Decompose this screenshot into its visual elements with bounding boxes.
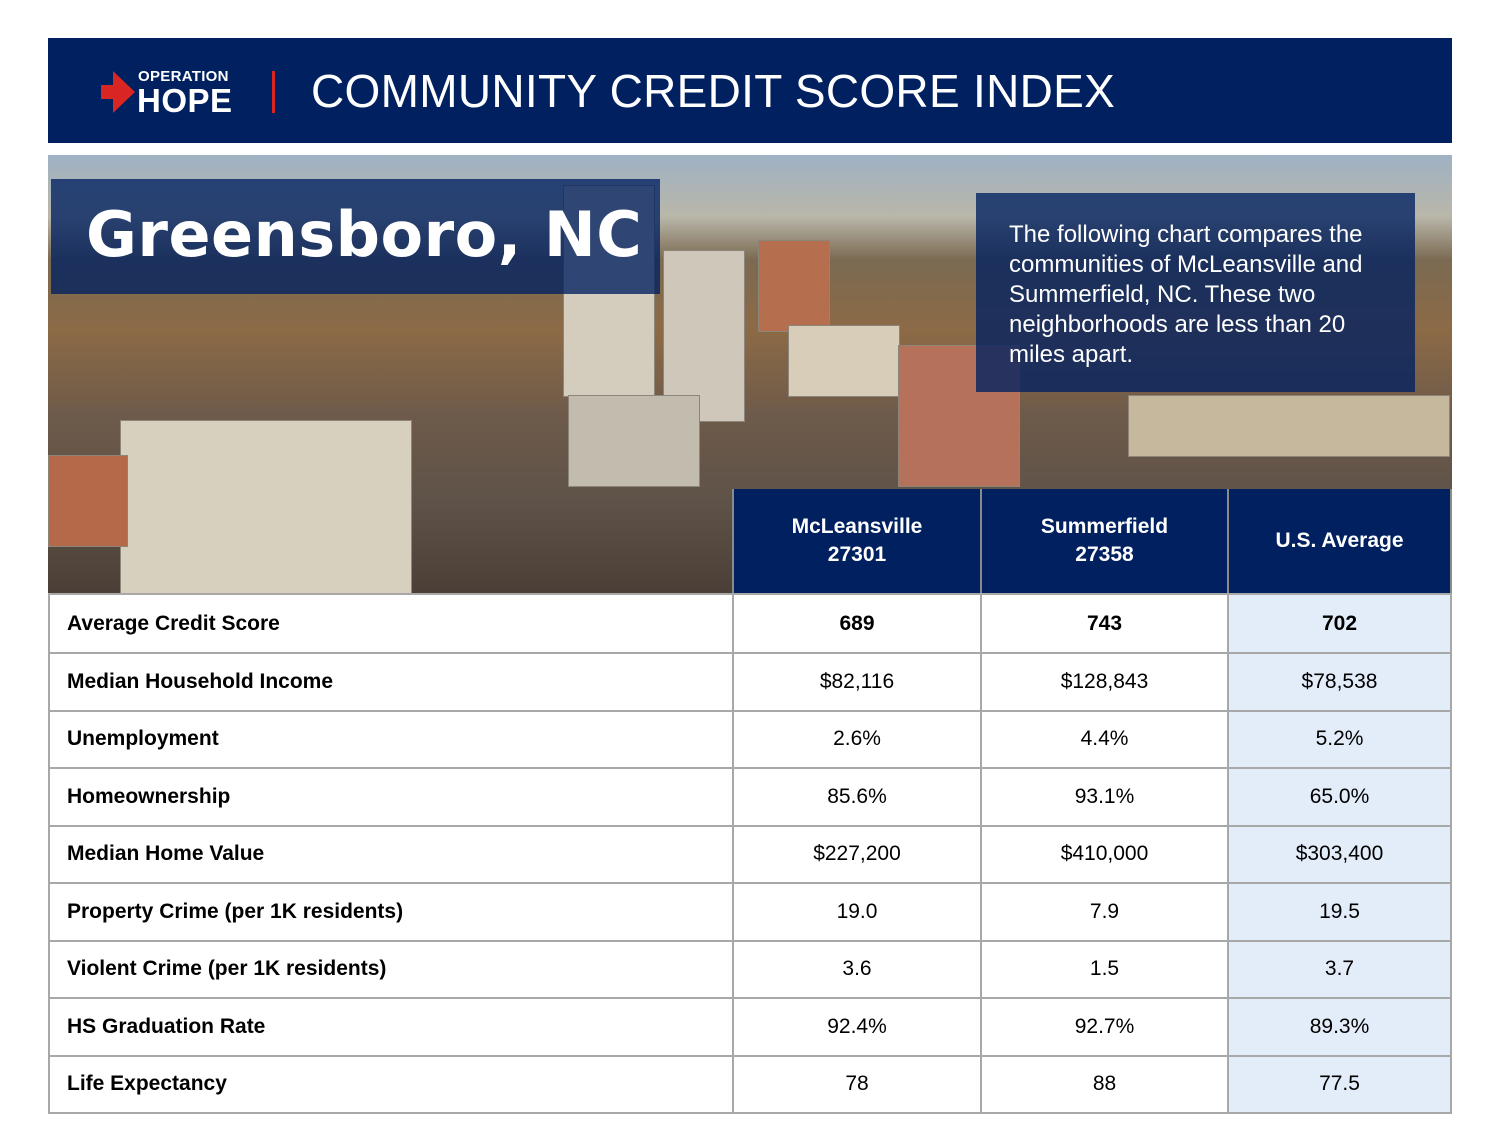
row-label: Property Crime (per 1K residents) (48, 884, 732, 940)
column-header-summerfield: Summerfield 27358 (980, 489, 1227, 593)
table-row: Unemployment 2.6% 4.4% 5.2% (48, 711, 1452, 769)
cell-value: $78,538 (1227, 654, 1452, 710)
row-label: Life Expectancy (48, 1056, 732, 1112)
column-header-mcleansville: McLeansville 27301 (732, 489, 980, 593)
header-banner: OPERATION HOPE COMMUNITY CREDIT SCORE IN… (48, 38, 1452, 143)
row-label: Average Credit Score (48, 595, 732, 652)
cell-value: 88 (980, 1056, 1227, 1112)
cell-value: 7.9 (980, 884, 1227, 940)
cell-value: $303,400 (1227, 826, 1452, 882)
table-row: Average Credit Score 689 743 702 (48, 593, 1452, 654)
table-row: Life Expectancy 78 88 77.5 (48, 1056, 1452, 1114)
cell-value: 3.7 (1227, 941, 1452, 997)
column-name: U.S. Average (1275, 529, 1404, 552)
cell-value: 78 (732, 1056, 980, 1112)
cell-value: 77.5 (1227, 1056, 1452, 1112)
cell-value: 92.7% (980, 999, 1227, 1055)
cell-value: 19.5 (1227, 884, 1452, 940)
cell-value: 85.6% (732, 769, 980, 825)
row-label: Median Household Income (48, 654, 732, 710)
arrow-logo-icon (101, 71, 135, 113)
table-row: Median Home Value $227,200 $410,000 $303,40… (48, 826, 1452, 884)
city-name: Greensboro, NC (86, 198, 643, 271)
table-row: Violent Crime (per 1K residents) 3.6 1.5 3.… (48, 941, 1452, 999)
table-row: Property Crime (per 1K residents) 19.0 7.9… (48, 884, 1452, 942)
cell-value: 689 (732, 595, 980, 652)
divider (272, 71, 275, 113)
row-label: Homeownership (48, 769, 732, 825)
cell-value: 65.0% (1227, 769, 1452, 825)
cell-value: $128,843 (980, 654, 1227, 710)
cell-value: 93.1% (980, 769, 1227, 825)
column-header-us-average: U.S. Average (1227, 489, 1452, 593)
cell-value: 89.3% (1227, 999, 1452, 1055)
cell-value: 5.2% (1227, 711, 1452, 767)
logo-text-bottom: HOPE (137, 82, 233, 119)
cell-value: 3.6 (732, 941, 980, 997)
page-title: COMMUNITY CREDIT SCORE INDEX (311, 65, 1116, 117)
cell-value: 4.4% (980, 711, 1227, 767)
row-label: HS Graduation Rate (48, 999, 732, 1055)
logo-text-top: OPERATION (138, 68, 229, 85)
cell-value: 743 (980, 595, 1227, 652)
column-zip: 27358 (1075, 543, 1134, 566)
cell-value: $227,200 (732, 826, 980, 882)
column-name: McLeansville (791, 515, 923, 538)
row-label: Median Home Value (48, 826, 732, 882)
row-label: Violent Crime (per 1K residents) (48, 941, 732, 997)
cell-value: $410,000 (980, 826, 1227, 882)
column-zip: 27301 (827, 543, 887, 566)
table-row: HS Graduation Rate 92.4% 92.7% 89.3% (48, 999, 1452, 1057)
description-box: The following chart compares the communi… (976, 193, 1415, 392)
table-row: Median Household Income $82,116 $128,843 $7… (48, 654, 1452, 712)
cell-value: $82,116 (732, 654, 980, 710)
column-name: Summerfield (1040, 515, 1169, 538)
cell-value: 1.5 (980, 941, 1227, 997)
cell-value: 702 (1227, 595, 1452, 652)
city-title-box: Greensboro, NC (51, 179, 660, 294)
cell-value: 19.0 (732, 884, 980, 940)
cell-value: 92.4% (732, 999, 980, 1055)
row-label: Unemployment (48, 711, 732, 767)
table-row: Homeownership 85.6% 93.1% 65.0% (48, 769, 1452, 827)
cell-value: 2.6% (732, 711, 980, 767)
